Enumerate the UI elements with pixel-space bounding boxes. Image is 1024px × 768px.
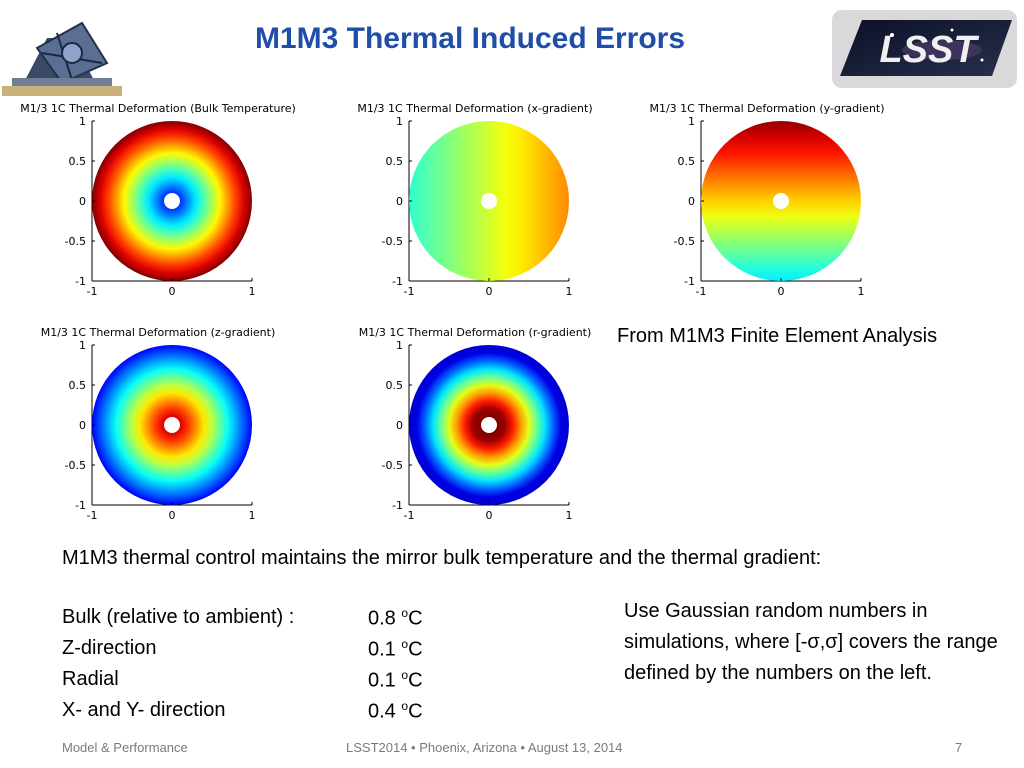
y-tick-label: -0.5 <box>382 459 403 472</box>
mirror-center-hole <box>481 193 497 209</box>
footer-left: Model & Performance <box>62 740 188 755</box>
y-tick-label: -1 <box>392 499 403 512</box>
plot-y-gradient: M1/3 1C Thermal Deformation (y-gradient)… <box>617 99 917 311</box>
y-tick-label: 1 <box>79 339 86 352</box>
y-tick-label: 0 <box>79 195 86 208</box>
requirement-label: X- and Y- direction <box>62 699 226 721</box>
x-tick-label: 1 <box>249 509 256 522</box>
y-tick-label: 0 <box>396 195 403 208</box>
summary-text: M1M3 thermal control maintains the mirro… <box>62 547 822 569</box>
x-tick-label: -1 <box>87 285 98 298</box>
y-tick-label: 0 <box>79 419 86 432</box>
y-tick-label: 0.5 <box>386 379 404 392</box>
x-tick-label: 0 <box>486 285 493 298</box>
mirror-center-hole <box>164 417 180 433</box>
page-title: M1M3 Thermal Induced Errors <box>254 22 686 55</box>
deformation-plot-svg: M1/3 1C Thermal Deformation (y-gradient)… <box>649 102 884 298</box>
lsst-logo: LSST <box>832 10 1017 88</box>
x-tick-label: 0 <box>486 509 493 522</box>
y-tick-label: 1 <box>396 339 403 352</box>
y-tick-label: 0.5 <box>69 155 87 168</box>
x-tick-label: 1 <box>566 509 573 522</box>
fea-caption: From M1M3 Finite Element Analysis <box>617 325 938 347</box>
page-number: 7 <box>955 740 963 755</box>
y-tick-label: -1 <box>75 275 86 288</box>
plot-title: M1/3 1C Thermal Deformation (Bulk Temper… <box>20 102 296 115</box>
plot-title: M1/3 1C Thermal Deformation (r-gradient) <box>359 326 592 339</box>
y-tick-label: 0.5 <box>386 155 404 168</box>
telescope-image <box>2 8 122 96</box>
requirement-value: 0.1 oC <box>368 668 423 692</box>
y-tick-label: -0.5 <box>65 459 86 472</box>
mirror-center-hole <box>481 417 497 433</box>
simulation-note: Use Gaussian random numbers in simulatio… <box>624 600 998 684</box>
requirement-value: 0.8 oC <box>368 606 423 630</box>
requirement-value: 0.4 oC <box>368 699 423 723</box>
deformation-plot-svg: M1/3 1C Thermal Deformation (z-gradient)… <box>41 326 276 522</box>
lsst-logo-text: LSST <box>879 29 979 71</box>
requirement-value: 0.1 oC <box>368 637 423 661</box>
y-tick-label: 0 <box>396 419 403 432</box>
x-tick-label: 0 <box>778 285 785 298</box>
x-tick-label: 1 <box>249 285 256 298</box>
plot-title: M1/3 1C Thermal Deformation (x-gradient) <box>357 102 592 115</box>
y-tick-label: 1 <box>396 115 403 128</box>
x-tick-label: -1 <box>87 509 98 522</box>
y-tick-label: -1 <box>392 275 403 288</box>
mirror-center-hole <box>773 193 789 209</box>
deformation-plot-svg: M1/3 1C Thermal Deformation (r-gradient)… <box>359 326 592 522</box>
footer-center: LSST2014 • Phoenix, Arizona • August 13,… <box>346 740 623 755</box>
plot-z-gradient: M1/3 1C Thermal Deformation (z-gradient)… <box>8 323 308 535</box>
y-tick-label: -0.5 <box>674 235 695 248</box>
x-tick-label: 1 <box>566 285 573 298</box>
x-tick-label: 0 <box>169 285 176 298</box>
x-tick-label: -1 <box>404 285 415 298</box>
y-tick-label: -1 <box>75 499 86 512</box>
x-tick-label: 1 <box>858 285 865 298</box>
x-tick-label: -1 <box>696 285 707 298</box>
mirror-center-hole <box>164 193 180 209</box>
y-tick-label: -0.5 <box>382 235 403 248</box>
y-tick-label: -1 <box>684 275 695 288</box>
y-tick-label: -0.5 <box>65 235 86 248</box>
deformation-plot-svg: M1/3 1C Thermal Deformation (Bulk Temper… <box>20 102 296 298</box>
y-tick-label: 0.5 <box>69 379 87 392</box>
y-tick-label: 0 <box>688 195 695 208</box>
y-tick-label: 1 <box>79 115 86 128</box>
requirement-label: Bulk (relative to ambient) : <box>62 606 295 628</box>
plot-title: M1/3 1C Thermal Deformation (z-gradient) <box>41 326 276 339</box>
y-tick-label: 1 <box>688 115 695 128</box>
x-tick-label: 0 <box>169 509 176 522</box>
plot-r-gradient: M1/3 1C Thermal Deformation (r-gradient)… <box>325 323 625 535</box>
plot-x-gradient: M1/3 1C Thermal Deformation (x-gradient)… <box>325 99 625 311</box>
plot-bulk-temperature: M1/3 1C Thermal Deformation (Bulk Temper… <box>8 99 308 311</box>
x-tick-label: -1 <box>404 509 415 522</box>
deformation-plot-svg: M1/3 1C Thermal Deformation (x-gradient)… <box>357 102 592 298</box>
requirement-label: Radial <box>62 668 119 690</box>
plot-title: M1/3 1C Thermal Deformation (y-gradient) <box>649 102 884 115</box>
y-tick-label: 0.5 <box>678 155 696 168</box>
requirement-label: Z-direction <box>62 637 157 659</box>
